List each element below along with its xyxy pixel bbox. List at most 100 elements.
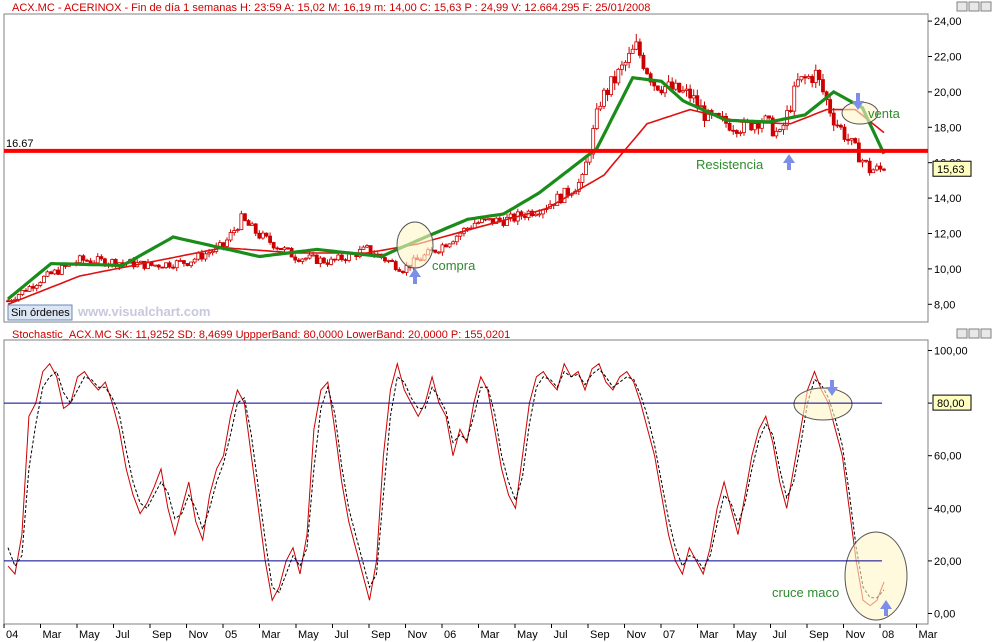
x-tick-label: Sep <box>371 629 391 641</box>
candle <box>174 259 179 272</box>
candle <box>839 123 843 130</box>
candle <box>9 299 14 303</box>
candle <box>828 94 833 117</box>
x-tick-label: 04 <box>6 629 18 641</box>
candle <box>160 266 165 269</box>
candle <box>777 128 782 133</box>
candle <box>655 85 660 92</box>
price-tick-label: 20,00 <box>934 87 962 99</box>
upper-band-box: 80,00 <box>932 394 972 411</box>
candle <box>278 247 283 251</box>
candle <box>31 283 36 292</box>
x-tick-label: 06 <box>444 629 456 641</box>
candle <box>250 221 255 226</box>
candle <box>864 159 868 164</box>
stoch-panel-window-buttons[interactable] <box>956 328 992 339</box>
candle <box>483 218 488 222</box>
price-tick-label: 22,00 <box>934 51 962 63</box>
candle <box>580 172 585 188</box>
compra-label: compra <box>432 258 476 273</box>
candle <box>681 85 685 94</box>
candle <box>795 73 800 88</box>
candle <box>293 254 298 264</box>
candle <box>738 130 743 137</box>
x-tick-label: Jul <box>773 629 787 641</box>
candle <box>637 38 642 59</box>
candle <box>731 125 736 135</box>
x-tick-label: 08 <box>882 629 894 641</box>
candle <box>322 256 326 265</box>
candle <box>20 289 25 297</box>
candle <box>304 257 308 262</box>
candle <box>659 85 664 96</box>
x-tick-label: May <box>517 629 538 641</box>
candle <box>673 79 678 91</box>
stoch-sk-line <box>7 361 885 607</box>
candle <box>6 299 10 303</box>
candle <box>192 257 197 265</box>
stoch-top-arrow-icon <box>826 380 838 396</box>
x-tick-label: Mar <box>919 629 938 641</box>
candle <box>440 242 445 256</box>
venta-arrow-icon <box>852 93 864 110</box>
candle <box>523 212 527 221</box>
x-tick-label: 05 <box>225 629 237 641</box>
x-tick-label: Nov <box>846 629 866 641</box>
cruce-label: cruce maco <box>772 585 839 600</box>
candle <box>156 264 161 270</box>
candle <box>699 99 703 108</box>
stoch-tick-label: 40,00 <box>934 503 962 515</box>
x-tick-label: Mar <box>43 629 62 641</box>
stoch-y-axis: 100,00 80,00 60,00 40,00 20,00 0,00 <box>928 346 968 620</box>
candle <box>38 281 43 288</box>
cruce-arrow-icon <box>880 600 892 616</box>
x-tick-label: Mar <box>481 629 500 641</box>
stoch-panel-frame <box>3 339 929 625</box>
candle <box>239 210 244 231</box>
resistencia-arrow-icon <box>783 154 795 170</box>
candle <box>853 137 858 144</box>
candle <box>620 60 624 76</box>
x-tick-label: May <box>736 629 757 641</box>
candle <box>189 261 193 268</box>
sin-ordenes-button[interactable]: Sin órdenes <box>7 304 73 321</box>
last-price-box: 15,63 <box>932 160 972 177</box>
resistance-value-label: 16.67 <box>6 138 34 150</box>
candle <box>243 213 247 222</box>
x-tick-label: Sep <box>152 629 172 641</box>
candle <box>623 60 628 72</box>
candle <box>770 115 775 137</box>
candle <box>627 46 631 69</box>
candle <box>77 254 82 265</box>
price-tick-label: 14,00 <box>934 193 962 205</box>
candle <box>594 103 599 131</box>
candle <box>153 264 158 267</box>
candle <box>508 210 513 222</box>
svg-text:15,63: 15,63 <box>937 164 965 176</box>
candle <box>228 229 233 243</box>
candle <box>386 259 391 264</box>
candle <box>447 243 452 249</box>
candle <box>598 101 603 112</box>
price-tick-label: 18,00 <box>934 122 962 134</box>
candle <box>45 270 50 278</box>
x-tick-label: Mar <box>700 629 719 641</box>
candle <box>436 251 441 255</box>
candle <box>734 129 739 138</box>
price-tick-label: 10,00 <box>934 264 962 276</box>
candle <box>641 52 646 71</box>
candle <box>788 105 793 114</box>
x-tick-label: Nov <box>408 629 428 641</box>
candles-layer <box>6 34 886 306</box>
price-panel-window-buttons[interactable] <box>956 1 992 12</box>
candle <box>296 258 301 263</box>
ma-fast-line <box>6 75 886 301</box>
candle <box>433 249 438 254</box>
candle <box>164 262 168 270</box>
candle <box>282 245 287 252</box>
candle <box>821 73 825 95</box>
stoch-tick-label: 0,00 <box>934 608 955 620</box>
candle <box>365 244 369 249</box>
candle <box>576 178 581 195</box>
